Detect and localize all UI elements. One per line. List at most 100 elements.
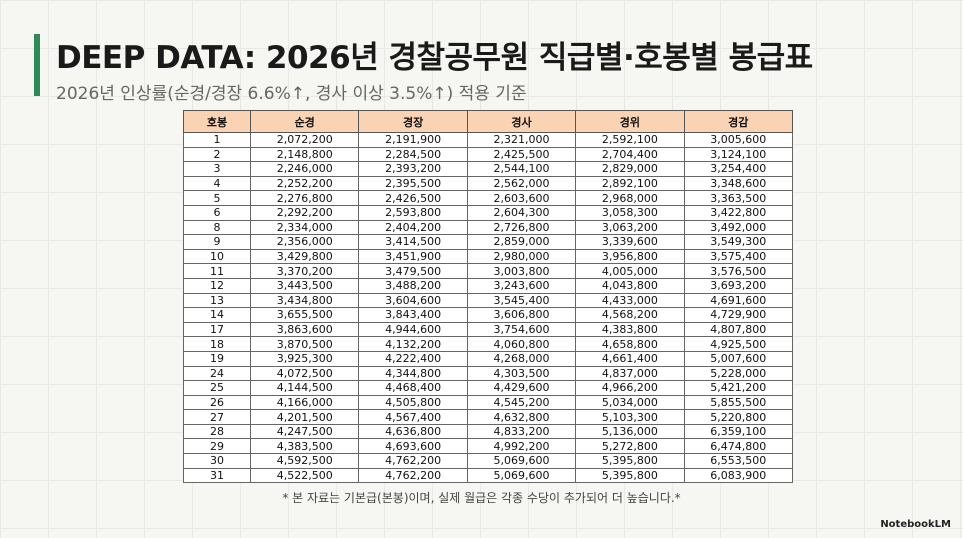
cell: 3,693,200	[683, 277, 794, 294]
cell: 5,395,800	[575, 453, 685, 469]
cell: 5,272,800	[575, 438, 685, 455]
cell: 4,222,400	[358, 350, 468, 367]
cell: 5,069,600	[466, 467, 577, 484]
cell: 4,060,800	[466, 336, 577, 352]
cell: 2,968,000	[575, 190, 685, 206]
cell: 31	[183, 467, 251, 484]
cell: 4,429,600	[466, 380, 577, 396]
cell: 2	[183, 146, 251, 163]
cell: 3,058,300	[575, 204, 685, 221]
cell: 4,505,800	[358, 394, 468, 411]
cell: 3,429,800	[249, 248, 360, 265]
table-row: 10 3,429,800 3,451,900 2,980,000 3,956,800 3,…	[183, 248, 794, 265]
table-row: 5 2,276,800 2,426,500 2,603,600 2,968,000 3,3…	[183, 190, 794, 206]
cell: 4,144,500	[249, 380, 360, 396]
cell: 5,136,000	[575, 423, 685, 440]
cell: 2,395,500	[358, 175, 468, 192]
cell: 4,043,800	[575, 277, 685, 294]
cell: 6,083,900	[683, 467, 794, 484]
column-header: 경위	[575, 110, 685, 133]
table-row: 2 2,148,800 2,284,500 2,425,500 2,704,400 3,1…	[183, 146, 794, 163]
cell: 2,072,200	[249, 132, 360, 148]
cell: 2,246,000	[249, 161, 360, 177]
table-row: 19 3,925,300 4,222,400 4,268,000 4,661,400 5,…	[183, 350, 794, 367]
cell: 5,007,600	[683, 350, 794, 367]
cell: 26	[183, 394, 251, 411]
cell: 6,553,500	[683, 453, 794, 469]
table-row: 1 2,072,200 2,191,900 2,321,000 2,592,100 3,0…	[183, 132, 794, 148]
cell: 2,426,500	[358, 190, 468, 206]
cell: 4,691,600	[683, 292, 794, 309]
cell: 2,425,500	[466, 146, 577, 163]
cell: 6,359,100	[683, 423, 794, 440]
cell: 3,414,500	[358, 234, 468, 250]
table-row: 14 3,655,500 3,843,400 3,606,800 4,568,200 4,…	[183, 307, 794, 323]
cell: 2,592,100	[575, 132, 685, 148]
cell: 29	[183, 438, 251, 455]
table-row: 8 2,334,000 2,404,200 2,726,800 3,063,200 3,4…	[183, 219, 794, 236]
table-row: 17 3,863,600 4,944,600 3,754,600 4,383,800 4,…	[183, 321, 794, 338]
cell: 4,132,200	[358, 336, 468, 352]
cell: 2,284,500	[358, 146, 468, 163]
cell: 3,348,600	[683, 175, 794, 192]
cell: 3,604,600	[358, 292, 468, 309]
cell: 4,201,500	[249, 409, 360, 425]
subtitle: 2026년 인상률(순경/경장 6.6%↑, 경사 이상 3.5%↑) 적용 기…	[56, 84, 527, 104]
cell: 2,593,800	[358, 204, 468, 221]
cell: 4,433,000	[575, 292, 685, 309]
cell: 4,837,000	[575, 365, 685, 382]
cell: 3,451,900	[358, 248, 468, 265]
table-body: 1 2,072,200 2,191,900 2,321,000 2,592,100 3,0…	[183, 132, 794, 484]
cell: 3,575,400	[683, 248, 794, 265]
cell: 3,925,300	[249, 350, 360, 367]
footnote: * 본 자료는 기본급(본봉)이며, 실제 월급은 각종 수당이 추가되어 더 …	[282, 491, 681, 505]
cell: 2,148,800	[249, 146, 360, 163]
cell: 4,966,200	[575, 380, 685, 396]
cell: 6	[183, 204, 251, 221]
cell: 2,356,000	[249, 234, 360, 250]
cell: 4,658,800	[575, 336, 685, 352]
cell: 2,321,000	[466, 132, 577, 148]
cell: 30	[183, 453, 251, 469]
cell: 4,636,800	[358, 423, 468, 440]
cell: 2,604,300	[466, 204, 577, 221]
cell: 2,544,100	[466, 161, 577, 177]
cell: 3,243,600	[466, 277, 577, 294]
column-header: 경사	[466, 110, 577, 133]
cell: 4,005,000	[575, 263, 685, 279]
cell: 5,103,300	[575, 409, 685, 425]
cell: 2,892,100	[575, 175, 685, 192]
cell: 4	[183, 175, 251, 192]
cell: 4,762,200	[358, 453, 468, 469]
title: DEEP DATA: 2026년 경찰공무원 직급별·호봉별 봉급표	[56, 40, 813, 76]
table-row: 12 3,443,500 3,488,200 3,243,600 4,043,800 3,…	[183, 277, 794, 294]
cell: 4,729,900	[683, 307, 794, 323]
table-row: 26 4,166,000 4,505,800 4,545,200 5,034,000 5,…	[183, 394, 794, 411]
cell: 4,992,200	[466, 438, 577, 455]
cell: 2,980,000	[466, 248, 577, 265]
cell: 12	[183, 277, 251, 294]
cell: 3,843,400	[358, 307, 468, 323]
cell: 3,606,800	[466, 307, 577, 323]
cell: 5,220,800	[683, 409, 794, 425]
cell: 5,855,500	[683, 394, 794, 411]
cell: 4,303,500	[466, 365, 577, 382]
cell: 3,124,100	[683, 146, 794, 163]
cell: 18	[183, 336, 251, 352]
table-row: 29 4,383,500 4,693,600 4,992,200 5,272,800 6,…	[183, 438, 794, 455]
cell: 4,166,000	[249, 394, 360, 411]
cell: 6,474,800	[683, 438, 794, 455]
cell: 4,072,500	[249, 365, 360, 382]
cell: 4,468,400	[358, 380, 468, 396]
cell: 4,383,500	[249, 438, 360, 455]
cell: 4,247,500	[249, 423, 360, 440]
cell: 2,252,200	[249, 175, 360, 192]
cell: 2,334,000	[249, 219, 360, 236]
cell: 4,661,400	[575, 350, 685, 367]
cell: 3,479,500	[358, 263, 468, 279]
cell: 5,395,800	[575, 467, 685, 484]
column-header: 순경	[249, 110, 360, 133]
cell: 4,592,500	[249, 453, 360, 469]
table-row: 31 4,522,500 4,762,200 5,069,600 5,395,800 6,…	[183, 467, 794, 484]
table-row: 28 4,247,500 4,636,800 4,833,200 5,136,000 6,…	[183, 423, 794, 440]
